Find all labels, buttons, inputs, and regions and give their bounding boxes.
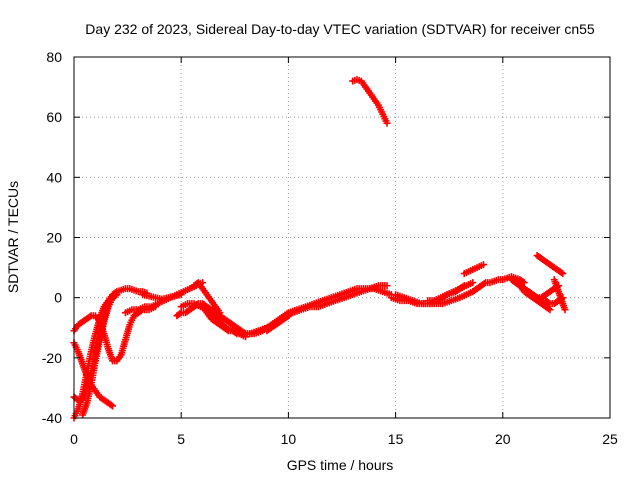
trace-marker <box>223 326 231 334</box>
series-arc23 <box>520 285 567 308</box>
data-point <box>480 261 488 269</box>
trace-marker <box>519 278 527 286</box>
y-tick-label: 0 <box>54 290 62 306</box>
y-axis-label: SDTVAR / TECUs <box>5 181 21 293</box>
data-point <box>233 330 241 338</box>
series-arc7 <box>139 291 185 303</box>
trace-marker <box>545 305 553 313</box>
axis-ticks: 0 5 10 15 20 25 -40 -20 0 20 40 60 80 <box>42 49 618 447</box>
trace-marker <box>176 310 184 318</box>
data-point <box>177 291 185 299</box>
data-point <box>383 119 391 127</box>
series-arc5 <box>79 291 121 419</box>
trace-marker <box>536 296 544 304</box>
series-arc15 <box>349 76 391 127</box>
trace-marker <box>480 280 488 288</box>
chart-title: Day 232 of 2023, Sidereal Day-to-day VTE… <box>85 21 595 37</box>
x-tick-label: 15 <box>388 431 404 447</box>
trace-marker <box>283 313 291 321</box>
x-tick-label: 5 <box>177 431 185 447</box>
y-tick-label: 20 <box>46 230 62 246</box>
x-tick-label: 20 <box>495 431 511 447</box>
x-tick-label: 25 <box>602 431 618 447</box>
series-arc3 <box>70 303 159 365</box>
y-tick-label: -40 <box>42 410 62 426</box>
data-point <box>216 309 224 317</box>
data-point <box>284 312 292 320</box>
data-point <box>559 270 567 278</box>
x-tick-label: 10 <box>281 431 297 447</box>
data-point <box>469 279 477 287</box>
y-tick-label: 80 <box>46 49 62 65</box>
x-tick-label: 0 <box>70 431 78 447</box>
y-tick-label: 40 <box>46 169 62 185</box>
data-point <box>561 306 569 314</box>
trace-marker <box>73 395 81 403</box>
y-tick-label: -20 <box>42 350 62 366</box>
trace-marker <box>107 401 115 409</box>
data-marks <box>70 76 569 422</box>
trace-marker <box>111 292 119 300</box>
series-arc10 <box>199 303 241 338</box>
data-point <box>383 282 391 290</box>
data-point <box>546 306 554 314</box>
data-point <box>520 279 528 287</box>
series-arc20 <box>460 261 488 278</box>
series-arc14 <box>263 312 292 335</box>
trace-marker <box>557 269 565 277</box>
x-axis-label: GPS time / hours <box>287 457 394 473</box>
trace-marker <box>545 299 553 307</box>
series-arc19 <box>469 273 528 296</box>
trace-marker <box>232 329 240 337</box>
series-arc24 <box>533 252 567 278</box>
series-arc18 <box>424 279 477 305</box>
data-point <box>113 291 121 299</box>
series-arc11 <box>190 279 224 317</box>
trace-marker <box>86 313 94 321</box>
series-arc25 <box>550 276 569 314</box>
data-point <box>109 402 117 410</box>
y-tick-label: 60 <box>46 109 62 125</box>
